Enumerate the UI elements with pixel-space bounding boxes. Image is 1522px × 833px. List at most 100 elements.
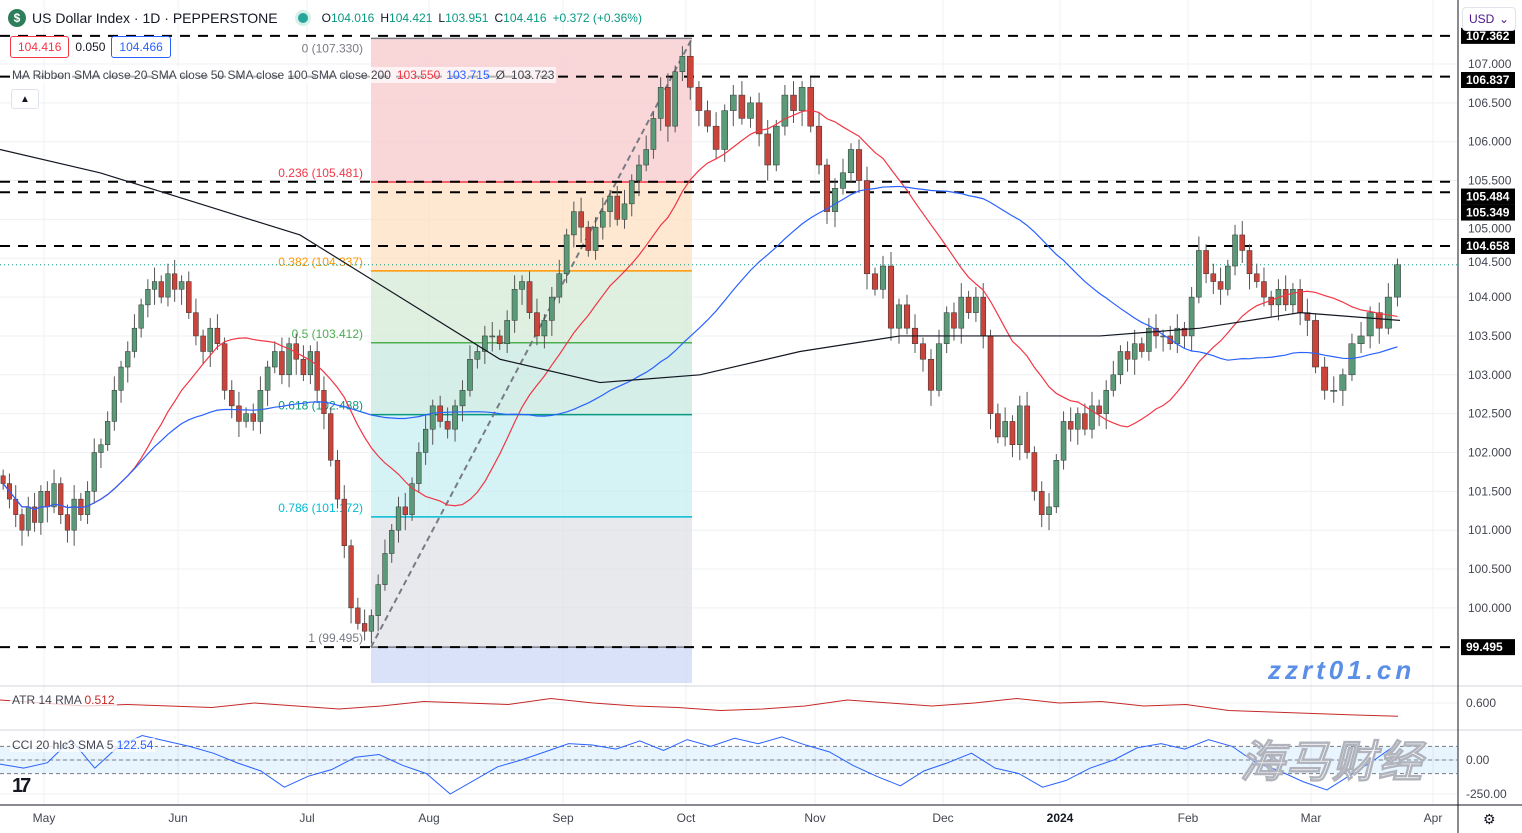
candle bbox=[264, 366, 271, 391]
high-label: H bbox=[380, 11, 390, 25]
candle bbox=[730, 94, 737, 111]
candle bbox=[519, 281, 525, 290]
candle bbox=[172, 273, 178, 290]
candle bbox=[712, 125, 720, 150]
settings-icon[interactable]: ⚙ bbox=[1483, 811, 1496, 827]
time-tick-label: Apr bbox=[1424, 811, 1443, 825]
candle bbox=[965, 296, 972, 313]
candle bbox=[903, 304, 911, 329]
candle bbox=[747, 102, 754, 119]
open-label: O bbox=[321, 11, 331, 25]
candle bbox=[773, 125, 780, 166]
currency-select[interactable]: USD ⌄ bbox=[1462, 7, 1516, 31]
price-tick-label: 105.000 bbox=[1468, 222, 1512, 236]
candle bbox=[111, 390, 117, 422]
candle bbox=[228, 390, 235, 407]
candle bbox=[422, 428, 429, 453]
candle bbox=[307, 351, 314, 376]
chevron-down-icon: ⌄ bbox=[1498, 12, 1509, 26]
candle bbox=[1225, 265, 1231, 290]
level-price-label: 105.349 bbox=[1466, 206, 1510, 220]
candle bbox=[687, 55, 694, 88]
ma-ribbon-legend[interactable]: MA Ribbon SMA close 20 SMA close 50 SMA … bbox=[10, 67, 557, 83]
sell-button[interactable]: 104.416 bbox=[10, 36, 70, 58]
price-tick-label: 101.000 bbox=[1468, 523, 1512, 537]
candle bbox=[847, 149, 855, 174]
candle bbox=[348, 545, 354, 609]
atr-legend[interactable]: ATR 14 RMA 0.512 bbox=[10, 693, 117, 707]
watermark-url: zzrt01.cn bbox=[1268, 655, 1416, 685]
chevron-up-icon: ▲ bbox=[20, 93, 30, 105]
sma50-line bbox=[2, 185, 1398, 511]
candle bbox=[1103, 390, 1109, 414]
time-tick-label: Mar bbox=[1301, 811, 1322, 825]
tradingview-logo-icon[interactable]: 17 bbox=[12, 775, 31, 797]
candle bbox=[328, 413, 334, 461]
price-tick-label: 103.500 bbox=[1468, 329, 1512, 343]
fib-trend-line bbox=[370, 37, 693, 648]
candle bbox=[105, 421, 111, 445]
collapse-legend-button[interactable]: ▲ bbox=[11, 89, 39, 109]
fib-level-label: 0.5 (103.412) bbox=[292, 327, 363, 341]
candle bbox=[1124, 351, 1131, 360]
candle bbox=[496, 335, 503, 344]
candle bbox=[402, 506, 408, 515]
candle bbox=[1210, 273, 1217, 282]
currency-label: USD bbox=[1469, 12, 1495, 26]
low-label: L bbox=[438, 11, 446, 25]
level-price-badge bbox=[1461, 188, 1515, 205]
candle bbox=[1282, 289, 1289, 306]
candle bbox=[98, 444, 104, 453]
candle bbox=[556, 273, 563, 298]
fib-level-label: 0.236 (105.481) bbox=[278, 166, 363, 180]
fib-zone bbox=[371, 182, 692, 271]
candle bbox=[781, 94, 789, 127]
candle bbox=[585, 226, 592, 251]
candle bbox=[64, 514, 71, 531]
candle bbox=[444, 421, 451, 430]
candle bbox=[839, 172, 847, 189]
price-tick-label: 105.500 bbox=[1468, 174, 1512, 188]
cci-tick-label: 0.00 bbox=[1466, 753, 1490, 767]
candle bbox=[437, 405, 444, 422]
time-tick-label: May bbox=[33, 811, 56, 825]
candle bbox=[1031, 452, 1038, 492]
level-price-label: 107.362 bbox=[1466, 29, 1510, 43]
atr-tick-label: 0.600 bbox=[1466, 696, 1496, 710]
fib-level-label: 0.618 (102.488) bbox=[278, 399, 363, 413]
candle bbox=[221, 343, 228, 391]
candle bbox=[165, 273, 171, 298]
symbol-title[interactable]: US Dollar Index · 1D · PEPPERSTONE bbox=[32, 10, 278, 26]
candle bbox=[1239, 234, 1246, 251]
candle bbox=[1046, 506, 1052, 515]
cci-tick-label: -250.00 bbox=[1466, 787, 1507, 801]
candle bbox=[19, 514, 25, 531]
candle bbox=[151, 281, 158, 290]
fib-level-label: 0 (107.330) bbox=[302, 41, 363, 55]
level-price-label: 99.495 bbox=[1466, 640, 1503, 654]
candle bbox=[178, 281, 185, 290]
candle bbox=[1110, 374, 1117, 391]
candle bbox=[721, 110, 728, 150]
candle bbox=[429, 405, 436, 430]
candle bbox=[1060, 421, 1067, 461]
price-tick-label: 104.000 bbox=[1468, 290, 1512, 304]
time-tick-label: Jul bbox=[299, 811, 314, 825]
price-tick-label: 100.500 bbox=[1468, 562, 1512, 576]
candle bbox=[193, 312, 199, 337]
sma200-value: 103.723 bbox=[511, 68, 555, 82]
cci-legend[interactable]: CCI 20 hlc3 SMA 5 122.54 bbox=[10, 738, 156, 752]
candle bbox=[1261, 281, 1267, 298]
candle bbox=[987, 335, 994, 414]
candle bbox=[1016, 405, 1023, 445]
atr-value: 0.512 bbox=[84, 693, 115, 707]
sma20-value: 103.550 bbox=[396, 68, 441, 82]
candle bbox=[534, 312, 540, 337]
candle bbox=[118, 366, 124, 391]
price-tick-label: 106.000 bbox=[1468, 135, 1512, 149]
candle bbox=[58, 483, 64, 515]
candle bbox=[0, 475, 6, 484]
candle bbox=[368, 615, 375, 632]
buy-button[interactable]: 104.466 bbox=[111, 36, 171, 58]
